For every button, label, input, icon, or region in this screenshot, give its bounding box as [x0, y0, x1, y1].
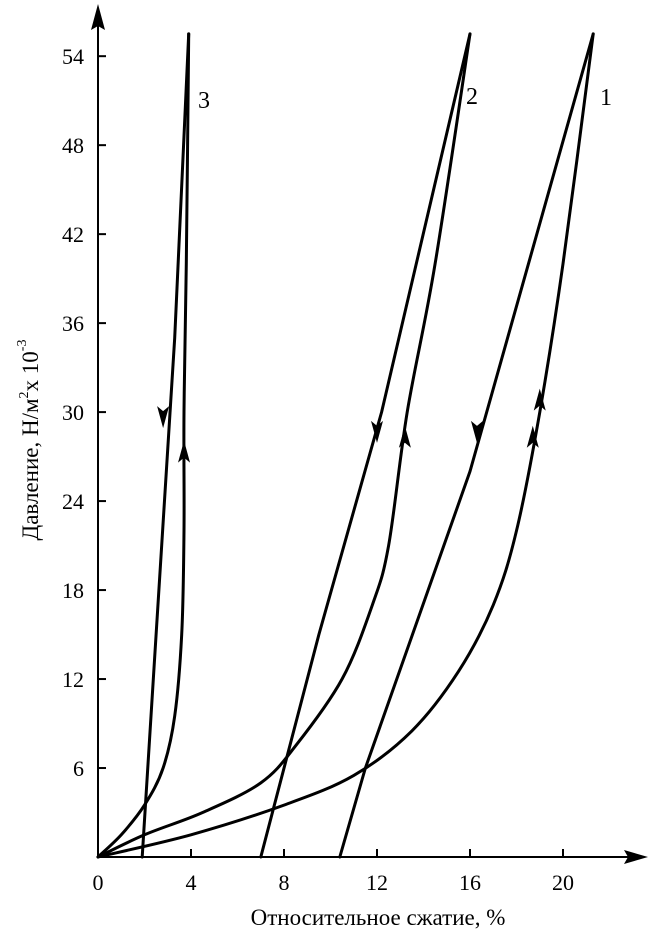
x-axis-label: Относительное сжатие, % — [251, 905, 506, 930]
y-tick-label: 54 — [62, 44, 84, 69]
direction-arrows — [157, 388, 546, 463]
series-2-arrow-down — [371, 420, 383, 443]
series-1-label: 1 — [600, 85, 612, 111]
y-label-main: Давление, Н/м — [18, 398, 43, 540]
series-1-arrow-up — [533, 388, 546, 411]
y-tick-label: 6 — [73, 756, 84, 781]
axes — [91, 4, 648, 864]
series-1-arrow-down — [470, 420, 483, 443]
series-3-loading-curve — [96, 32, 191, 859]
y-axis-arrow — [91, 4, 105, 30]
x-tick-label: 4 — [186, 870, 197, 895]
y-tick-label: 42 — [62, 222, 84, 247]
series-3-arrow-down — [157, 406, 170, 429]
y-tick-label: 30 — [62, 400, 84, 425]
y-label-mid: х 10 — [18, 351, 43, 391]
series-1-arrow-up — [526, 425, 539, 448]
series-3-unloading-curve — [140, 32, 191, 859]
x-tick-label: 20 — [552, 870, 574, 895]
series-3-label: 3 — [198, 88, 210, 114]
series-3-arrow-up — [178, 440, 191, 463]
x-tick-label: 0 — [93, 870, 104, 895]
series-1-unloading-curve — [338, 32, 595, 859]
series-1-loading-curve — [96, 32, 595, 859]
series-2-arrow-up — [398, 425, 411, 448]
y-tick-label: 12 — [62, 667, 84, 692]
series-labels: 1 2 3 — [198, 84, 612, 114]
y-tick-label: 36 — [62, 311, 84, 336]
x-tick-label: 12 — [366, 870, 388, 895]
x-tick-label: 8 — [279, 870, 290, 895]
x-axis-arrow — [624, 850, 648, 864]
y-tick-label: 48 — [62, 133, 84, 158]
y-label-sup-2: -3 — [15, 340, 30, 352]
y-tick-label: 24 — [62, 489, 84, 514]
y-axis-label: Давление, Н/м2х 10-3 — [15, 340, 43, 541]
y-tick-label: 18 — [62, 578, 84, 603]
y-label-sup-1: 2 — [17, 391, 32, 398]
series-2-unloading-curve — [259, 32, 472, 859]
curves — [96, 32, 595, 859]
x-tick-label: 16 — [459, 870, 481, 895]
series-2-loading-curve — [96, 32, 472, 859]
series-2-label: 2 — [466, 84, 478, 110]
